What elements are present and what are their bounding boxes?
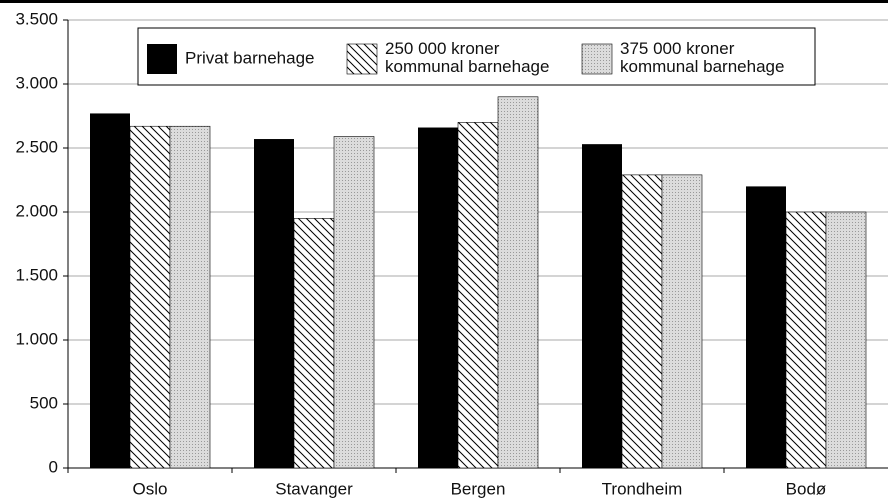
bar bbox=[661, 174, 703, 469]
bar bbox=[293, 218, 335, 469]
bar bbox=[825, 211, 867, 469]
y-tick-label: 0 bbox=[49, 457, 58, 476]
y-tick-label: 500 bbox=[30, 393, 58, 412]
x-tick-label: Stavanger bbox=[275, 479, 353, 498]
bar bbox=[169, 125, 211, 469]
y-tick-label: 1.000 bbox=[15, 329, 58, 348]
legend-label: 375 000 kroner kommunal barnehage bbox=[620, 39, 784, 76]
top-border bbox=[0, 0, 888, 3]
x-tick-label: Bergen bbox=[451, 479, 506, 498]
y-tick-label: 3.000 bbox=[15, 73, 58, 92]
bar bbox=[418, 127, 458, 469]
legend-box bbox=[137, 27, 816, 86]
y-tick-label: 1.500 bbox=[15, 265, 58, 284]
bar bbox=[333, 136, 375, 469]
bar bbox=[457, 122, 499, 469]
bar bbox=[254, 139, 294, 469]
y-tick-label: 2.000 bbox=[15, 201, 58, 220]
x-tick-label: Oslo bbox=[133, 479, 168, 498]
bar bbox=[497, 96, 539, 469]
legend-swatch bbox=[346, 43, 378, 75]
legend-label: Privat barnehage bbox=[185, 48, 314, 67]
y-tick-label: 3.500 bbox=[15, 9, 58, 28]
x-tick-label: Trondheim bbox=[602, 479, 683, 498]
legend-swatch bbox=[147, 44, 177, 74]
bar bbox=[90, 113, 130, 468]
bar bbox=[129, 125, 171, 469]
bar bbox=[785, 211, 827, 469]
y-tick-label: 2.500 bbox=[15, 137, 58, 156]
legend-swatch bbox=[581, 43, 613, 75]
legend-label: 250 000 kroner kommunal barnehage bbox=[385, 39, 549, 76]
bar bbox=[621, 174, 663, 469]
x-tick-label: Bodø bbox=[786, 479, 827, 498]
bar bbox=[746, 186, 786, 468]
bar bbox=[582, 144, 622, 468]
